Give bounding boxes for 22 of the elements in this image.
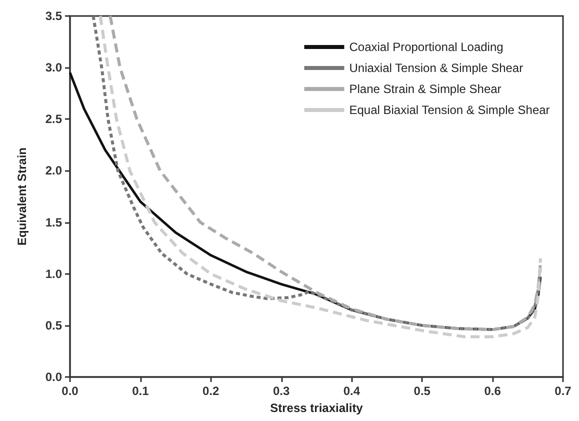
x-tick-label: 0.4: [343, 384, 360, 398]
legend-label: Uniaxial Tension & Simple Shear: [349, 61, 524, 75]
legend-label: Equal Biaxial Tension & Simple Shear: [349, 103, 550, 117]
y-tick-label: 0.5: [45, 318, 62, 332]
y-tick-label: 3.5: [45, 9, 62, 23]
x-tick-label: 0.2: [202, 384, 220, 398]
y-tick-label: 2.0: [45, 164, 62, 178]
y-tick-label: 0.0: [45, 370, 62, 384]
legend-label: Coaxial Proportional Loading: [349, 40, 504, 54]
x-tick-label: 0.7: [554, 384, 572, 398]
x-tick-label: 0.1: [132, 384, 150, 398]
legend-label: Plane Strain & Simple Shear: [349, 82, 502, 96]
y-tick-label: 2.5: [45, 112, 62, 126]
x-tick-label: 0.6: [484, 384, 502, 398]
y-tick-label: 3.0: [45, 60, 62, 75]
x-tick-label: 0.5: [414, 384, 431, 398]
x-axis-title: Stress triaxiality: [270, 400, 364, 415]
y-axis-title: Equivalent Strain: [15, 147, 29, 246]
x-tick-label: 0.0: [62, 384, 79, 398]
y-tick-label: 1.5: [45, 215, 62, 230]
x-tick-label: 0.3: [272, 384, 290, 398]
y-tick-label: 1.0: [45, 266, 62, 281]
